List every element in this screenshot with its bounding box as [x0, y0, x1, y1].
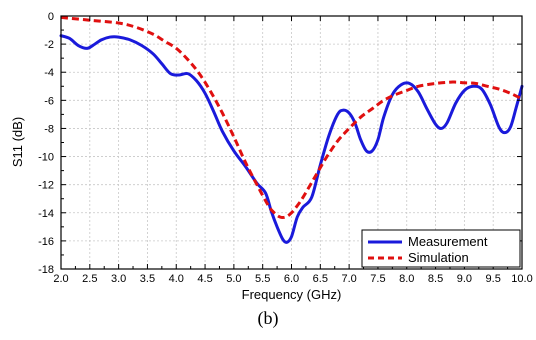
y-tick-label: -18: [38, 264, 54, 276]
y-tick-label: 0: [48, 11, 54, 23]
panel-label: (b): [258, 308, 279, 329]
y-tick-label: -4: [44, 67, 54, 79]
legend-box: [361, 229, 521, 268]
legend: Measurement Simulation: [361, 229, 521, 268]
x-tick-label: 6.0: [284, 273, 299, 285]
y-axis-title: S11 (dB): [10, 117, 25, 167]
x-tick-label: 6.5: [313, 273, 328, 285]
x-tick-label: 10.0: [511, 273, 532, 285]
y-tick-label: -12: [38, 180, 54, 192]
x-tick-label: 4.0: [169, 273, 184, 285]
y-tick-label: -6: [44, 95, 54, 107]
x-tick-label: 3.0: [111, 273, 126, 285]
x-tick-label: 5.5: [255, 273, 270, 285]
x-tick-label: 8.0: [399, 273, 414, 285]
y-tick-label: -16: [38, 236, 54, 248]
x-tick-label: 8.5: [428, 273, 443, 285]
series-line-measurement: [59, 34, 524, 244]
x-tick-label: 9.5: [486, 273, 501, 285]
x-tick-label: 2.5: [82, 273, 97, 285]
series-line-simulation: [60, 15, 523, 220]
y-tick-label: -2: [44, 39, 54, 51]
x-tick-label: 7.0: [341, 273, 356, 285]
x-tick-label: 4.5: [197, 273, 212, 285]
x-tick-label: 9.0: [457, 273, 472, 285]
series-layer: [59, 15, 524, 244]
legend-label-simulation: Simulation: [408, 250, 469, 265]
y-tick-label: -14: [38, 208, 54, 220]
y-tick-label: -10: [38, 152, 54, 164]
x-axis-title: Frequency (GHz): [242, 287, 342, 302]
x-tick-label: 7.5: [370, 273, 385, 285]
x-tick-label: 5.0: [226, 273, 241, 285]
x-tick-label: 3.5: [140, 273, 155, 285]
y-tick-label: -8: [44, 123, 54, 135]
x-tick-label: 2.0: [53, 273, 68, 285]
legend-label-measurement: Measurement: [408, 234, 488, 249]
tick-label-layer: 2.0 2.5 3.0 3.5 4.0 4.5 5.0 5.5 6.0 6.5 7.0 7.5 8.0 8…: [38, 11, 533, 285]
